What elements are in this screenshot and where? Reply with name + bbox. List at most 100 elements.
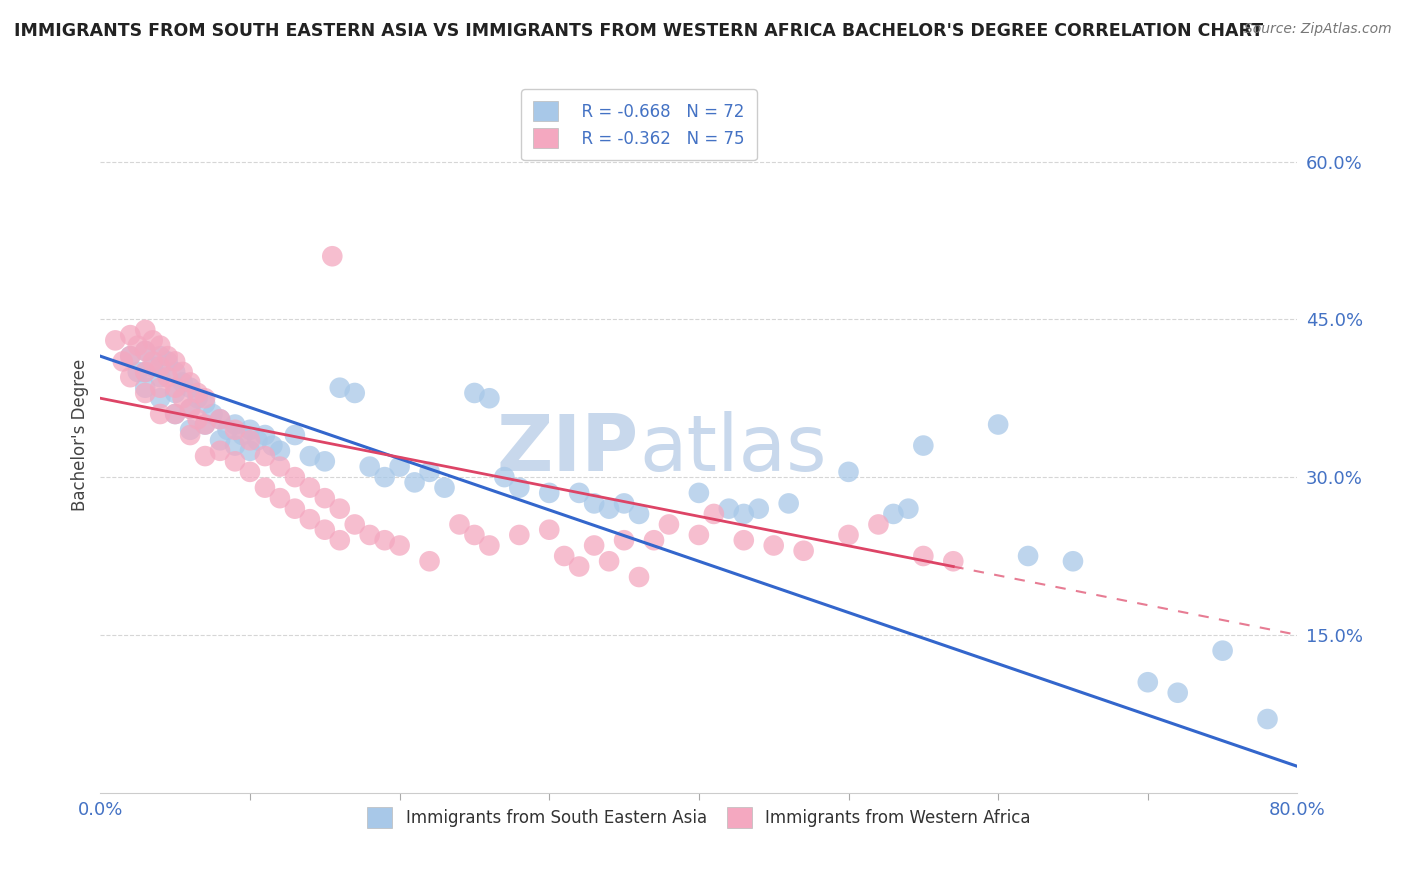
Point xyxy=(172,376,194,390)
Point xyxy=(329,533,352,548)
Point xyxy=(134,365,156,379)
Point xyxy=(111,354,134,368)
Point xyxy=(187,386,209,401)
Point xyxy=(134,381,156,395)
Point xyxy=(179,428,201,442)
Point xyxy=(209,412,232,426)
Point xyxy=(538,523,561,537)
Point xyxy=(703,507,725,521)
Point xyxy=(478,539,501,553)
Point xyxy=(134,343,156,358)
Point xyxy=(284,501,307,516)
Point xyxy=(868,517,890,532)
Point xyxy=(1062,554,1084,568)
Point xyxy=(253,481,276,495)
Point xyxy=(134,365,156,379)
Point xyxy=(172,391,194,405)
Point xyxy=(149,349,172,363)
Point xyxy=(463,528,485,542)
Point xyxy=(187,412,209,426)
Point xyxy=(269,491,291,505)
Point xyxy=(120,328,142,343)
Point xyxy=(613,496,636,510)
Point xyxy=(419,465,441,479)
Point xyxy=(583,539,606,553)
Point xyxy=(688,528,710,542)
Point xyxy=(209,434,232,448)
Point xyxy=(142,359,165,374)
Point xyxy=(165,407,187,421)
Point xyxy=(298,481,321,495)
Point xyxy=(201,407,224,421)
Point xyxy=(882,507,904,521)
Point xyxy=(224,423,246,437)
Point xyxy=(494,470,516,484)
Point xyxy=(314,454,336,468)
Point xyxy=(343,517,366,532)
Point xyxy=(239,434,262,448)
Point xyxy=(343,386,366,401)
Point xyxy=(149,381,172,395)
Point xyxy=(643,533,665,548)
Point xyxy=(239,443,262,458)
Text: IMMIGRANTS FROM SOUTH EASTERN ASIA VS IMMIGRANTS FROM WESTERN AFRICA BACHELOR'S : IMMIGRANTS FROM SOUTH EASTERN ASIA VS IM… xyxy=(14,22,1263,40)
Point xyxy=(568,486,591,500)
Point xyxy=(897,501,920,516)
Point xyxy=(179,381,201,395)
Point xyxy=(194,417,217,432)
Point xyxy=(165,381,187,395)
Point xyxy=(837,528,859,542)
Point xyxy=(538,486,561,500)
Point xyxy=(388,539,411,553)
Point xyxy=(231,428,253,442)
Point xyxy=(224,439,246,453)
Point xyxy=(269,443,291,458)
Point xyxy=(194,391,217,405)
Point xyxy=(149,391,172,405)
Point xyxy=(179,401,201,416)
Point xyxy=(194,449,217,463)
Point xyxy=(224,417,246,432)
Point xyxy=(120,349,142,363)
Text: atlas: atlas xyxy=(640,411,827,487)
Point xyxy=(1256,712,1278,726)
Point xyxy=(134,323,156,337)
Point xyxy=(553,549,575,563)
Point xyxy=(253,449,276,463)
Point xyxy=(583,496,606,510)
Point xyxy=(598,554,620,568)
Point xyxy=(149,338,172,352)
Point xyxy=(142,334,165,348)
Point xyxy=(374,470,396,484)
Point xyxy=(165,354,187,368)
Point xyxy=(194,417,217,432)
Point xyxy=(1212,643,1234,657)
Point xyxy=(127,338,149,352)
Point xyxy=(404,475,426,490)
Point xyxy=(613,533,636,548)
Point xyxy=(1136,675,1159,690)
Point xyxy=(658,517,681,532)
Point xyxy=(912,439,935,453)
Point xyxy=(209,412,232,426)
Point xyxy=(508,528,530,542)
Point xyxy=(156,370,179,384)
Point xyxy=(329,501,352,516)
Point xyxy=(134,343,156,358)
Point xyxy=(778,496,800,510)
Point xyxy=(359,459,381,474)
Point xyxy=(433,481,456,495)
Point xyxy=(253,428,276,442)
Text: Source: ZipAtlas.com: Source: ZipAtlas.com xyxy=(1244,22,1392,37)
Point xyxy=(793,543,815,558)
Point xyxy=(1167,686,1189,700)
Y-axis label: Bachelor's Degree: Bachelor's Degree xyxy=(72,359,89,511)
Point xyxy=(762,539,785,553)
Point xyxy=(156,349,179,363)
Point xyxy=(179,423,201,437)
Point xyxy=(733,507,755,521)
Point xyxy=(314,523,336,537)
Point xyxy=(179,401,201,416)
Point xyxy=(419,554,441,568)
Point xyxy=(149,359,172,374)
